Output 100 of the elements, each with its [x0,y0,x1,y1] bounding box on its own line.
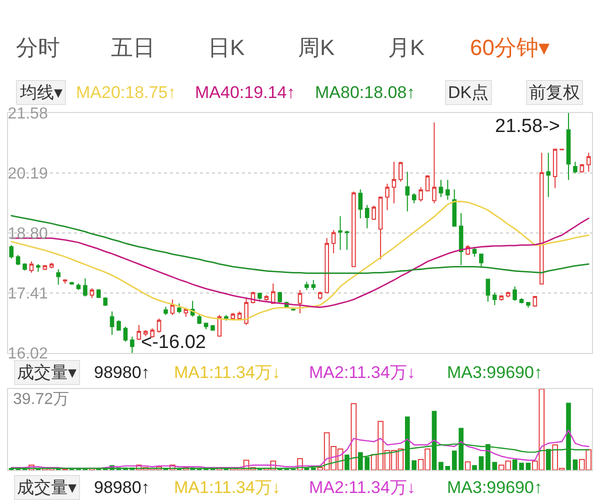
candlestick [264,294,269,302]
bar [472,465,477,470]
candlestick [271,283,276,304]
text: MA2:11.34万↓ [309,363,416,382]
candlestick [83,278,88,297]
candlestick [9,244,14,259]
annotation: 39.72万 [13,391,70,408]
text: 五日 [111,35,155,60]
candlestick [398,161,403,182]
candlestick [29,260,34,274]
candlestick [566,113,571,180]
text: MA2:11.34万↓ [309,478,416,497]
candlestick [452,188,457,228]
candlestick [130,336,134,353]
candlestick [412,192,416,204]
candlestick [318,291,322,300]
bar [350,403,357,470]
candlestick [438,179,444,198]
candlestick [472,246,477,258]
text: MA80:18.08↑ [315,83,416,102]
candlestick [177,302,182,314]
candlestick [258,292,262,300]
candlestick [364,204,370,229]
candlestick [278,291,282,303]
candlestick [156,318,162,334]
bar [519,462,524,470]
legend-label: MA1:11.34万↓ [174,363,280,382]
candlestick [36,264,40,272]
candlestick [103,296,108,306]
text: 日K [208,35,245,60]
bar [526,462,531,470]
candlestick [506,291,510,298]
annotation: 21.58-> [495,116,560,137]
text: 周K [298,35,335,60]
candlestick [204,322,208,330]
y-tick-label: 16.02 [8,346,48,363]
bar [512,459,518,470]
candlestick [298,289,302,314]
bar [572,459,578,470]
text: 成交量▾ [17,478,77,497]
y-tick-label: 17.41 [8,286,48,303]
candlestick [170,298,175,316]
candlestick [197,314,202,325]
candlestick [512,286,517,302]
candlestick [210,324,215,332]
bar [492,462,498,470]
candlestick [76,283,81,290]
candlestick [432,122,436,204]
candlestick [392,161,396,204]
text: 月K [388,35,425,60]
bar [478,456,484,470]
candlestick [324,238,329,294]
candlestick [385,183,390,211]
candlestick [344,230,350,250]
bar [438,462,444,470]
candlestick [532,296,538,308]
candlestick [552,148,558,189]
text: MA3:99690↑ [447,363,542,382]
y-tick-label: 21.58 [8,106,48,123]
candlestick [244,298,248,326]
text: MA3:99690↑ [447,478,542,497]
candlestick [446,179,450,200]
candlestick [519,298,524,304]
candlestick [96,288,101,299]
candlestick [311,280,316,290]
bar [445,466,450,470]
text: 98980↑ [94,363,150,382]
annotation: <-16.02 [141,332,206,353]
text: 均线▾ [19,83,63,102]
candlestick [116,320,121,332]
candlestick [499,294,504,302]
candlestick [586,152,591,172]
candlestick [62,278,68,284]
candlestick [331,229,336,254]
candlestick [230,312,236,320]
candlestick [546,152,551,198]
text: 前复权 [529,83,580,102]
candlestick [378,196,383,260]
candlestick [352,191,356,268]
candlestick [358,188,363,219]
text: DK点 [448,83,489,102]
candlestick [526,302,530,308]
candlestick [70,281,74,286]
bar [464,461,471,470]
candlestick [486,278,490,302]
line-series [10,200,590,320]
candlestick [56,268,60,286]
candlestick [479,254,484,268]
text: 成交量▾ [17,363,77,382]
candlestick [492,292,497,306]
text: 98980↑ [94,478,150,497]
candlestick [16,254,20,266]
text: 60分钟▾ [470,35,550,60]
candlestick [540,152,544,284]
candlestick [338,216,342,250]
candlestick [304,281,309,290]
candlestick [418,186,423,202]
candlestick [164,306,168,316]
candlestick [123,326,128,342]
candlestick [110,311,114,336]
